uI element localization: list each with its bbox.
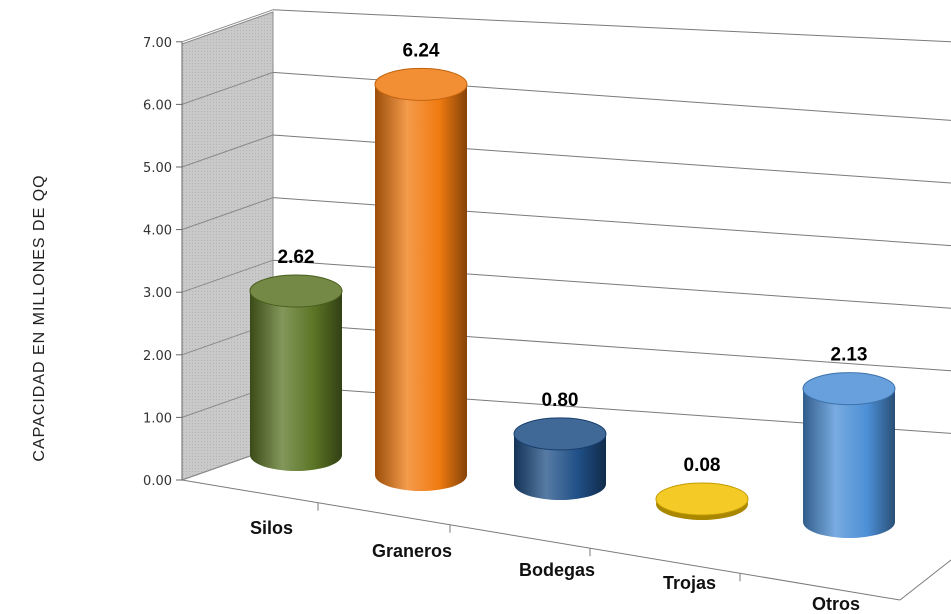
side-gridline — [181, 9, 274, 43]
y-tick-label: 2.00 — [143, 349, 172, 364]
category-label-graneros: Graneros — [372, 541, 452, 561]
category-labels: Silos Graneros Bodegas Trojas Otros — [250, 518, 860, 614]
data-label-silos: 2.62 — [278, 247, 315, 268]
category-label-trojas: Trojas — [663, 573, 716, 593]
data-label-otros: 2.13 — [831, 345, 868, 366]
category-label-bodegas: Bodegas — [519, 560, 595, 580]
y-axis-label: CAPACIDAD EN MILLONES DE QQ — [31, 174, 48, 461]
bar-silos — [249, 274, 343, 471]
bar-top — [655, 482, 749, 516]
bar-bodegas — [513, 417, 607, 500]
bar-trojas — [655, 482, 749, 520]
side-gridline — [181, 259, 274, 293]
side-gridline — [181, 134, 274, 168]
category-label-otros: Otros — [812, 594, 860, 614]
bar-top — [513, 417, 607, 451]
data-label-trojas: 0.08 — [684, 455, 721, 476]
y-tick-label: 3.00 — [143, 286, 172, 301]
y-tick-label: 0.00 — [143, 474, 172, 489]
back-gridline — [272, 9, 951, 43]
side-gridline — [181, 71, 274, 105]
data-label-bodegas: 0.80 — [542, 390, 579, 411]
y-tick-label: 5.00 — [143, 161, 172, 176]
bar-body — [514, 433, 606, 500]
bar-body — [375, 84, 467, 491]
bar-otros — [802, 372, 896, 538]
y-tick-label: 6.00 — [143, 98, 172, 113]
y-tick-label: 4.00 — [143, 224, 172, 239]
y-tick-label: 7.00 — [143, 36, 172, 51]
category-label-silos: Silos — [250, 518, 293, 538]
data-labels: 2.62 6.24 0.80 0.08 2.13 — [278, 40, 868, 476]
bar-top — [249, 274, 343, 308]
side-gridline — [181, 197, 274, 231]
bar-body — [250, 290, 342, 471]
bars — [249, 67, 896, 538]
data-label-graneros: 6.24 — [403, 40, 440, 61]
x-axis-ticks — [317, 502, 741, 582]
bar-graneros — [374, 67, 468, 491]
y-tick-label: 1.00 — [143, 411, 172, 426]
bar-top — [802, 372, 896, 406]
bar-top — [374, 67, 468, 101]
bar-body — [803, 388, 895, 538]
floor-edge — [181, 479, 901, 601]
y-axis-ticks: 0.00 1.00 2.00 3.00 4.00 5.00 6.00 7.00 — [143, 36, 183, 489]
floor-right-edge — [899, 559, 951, 601]
